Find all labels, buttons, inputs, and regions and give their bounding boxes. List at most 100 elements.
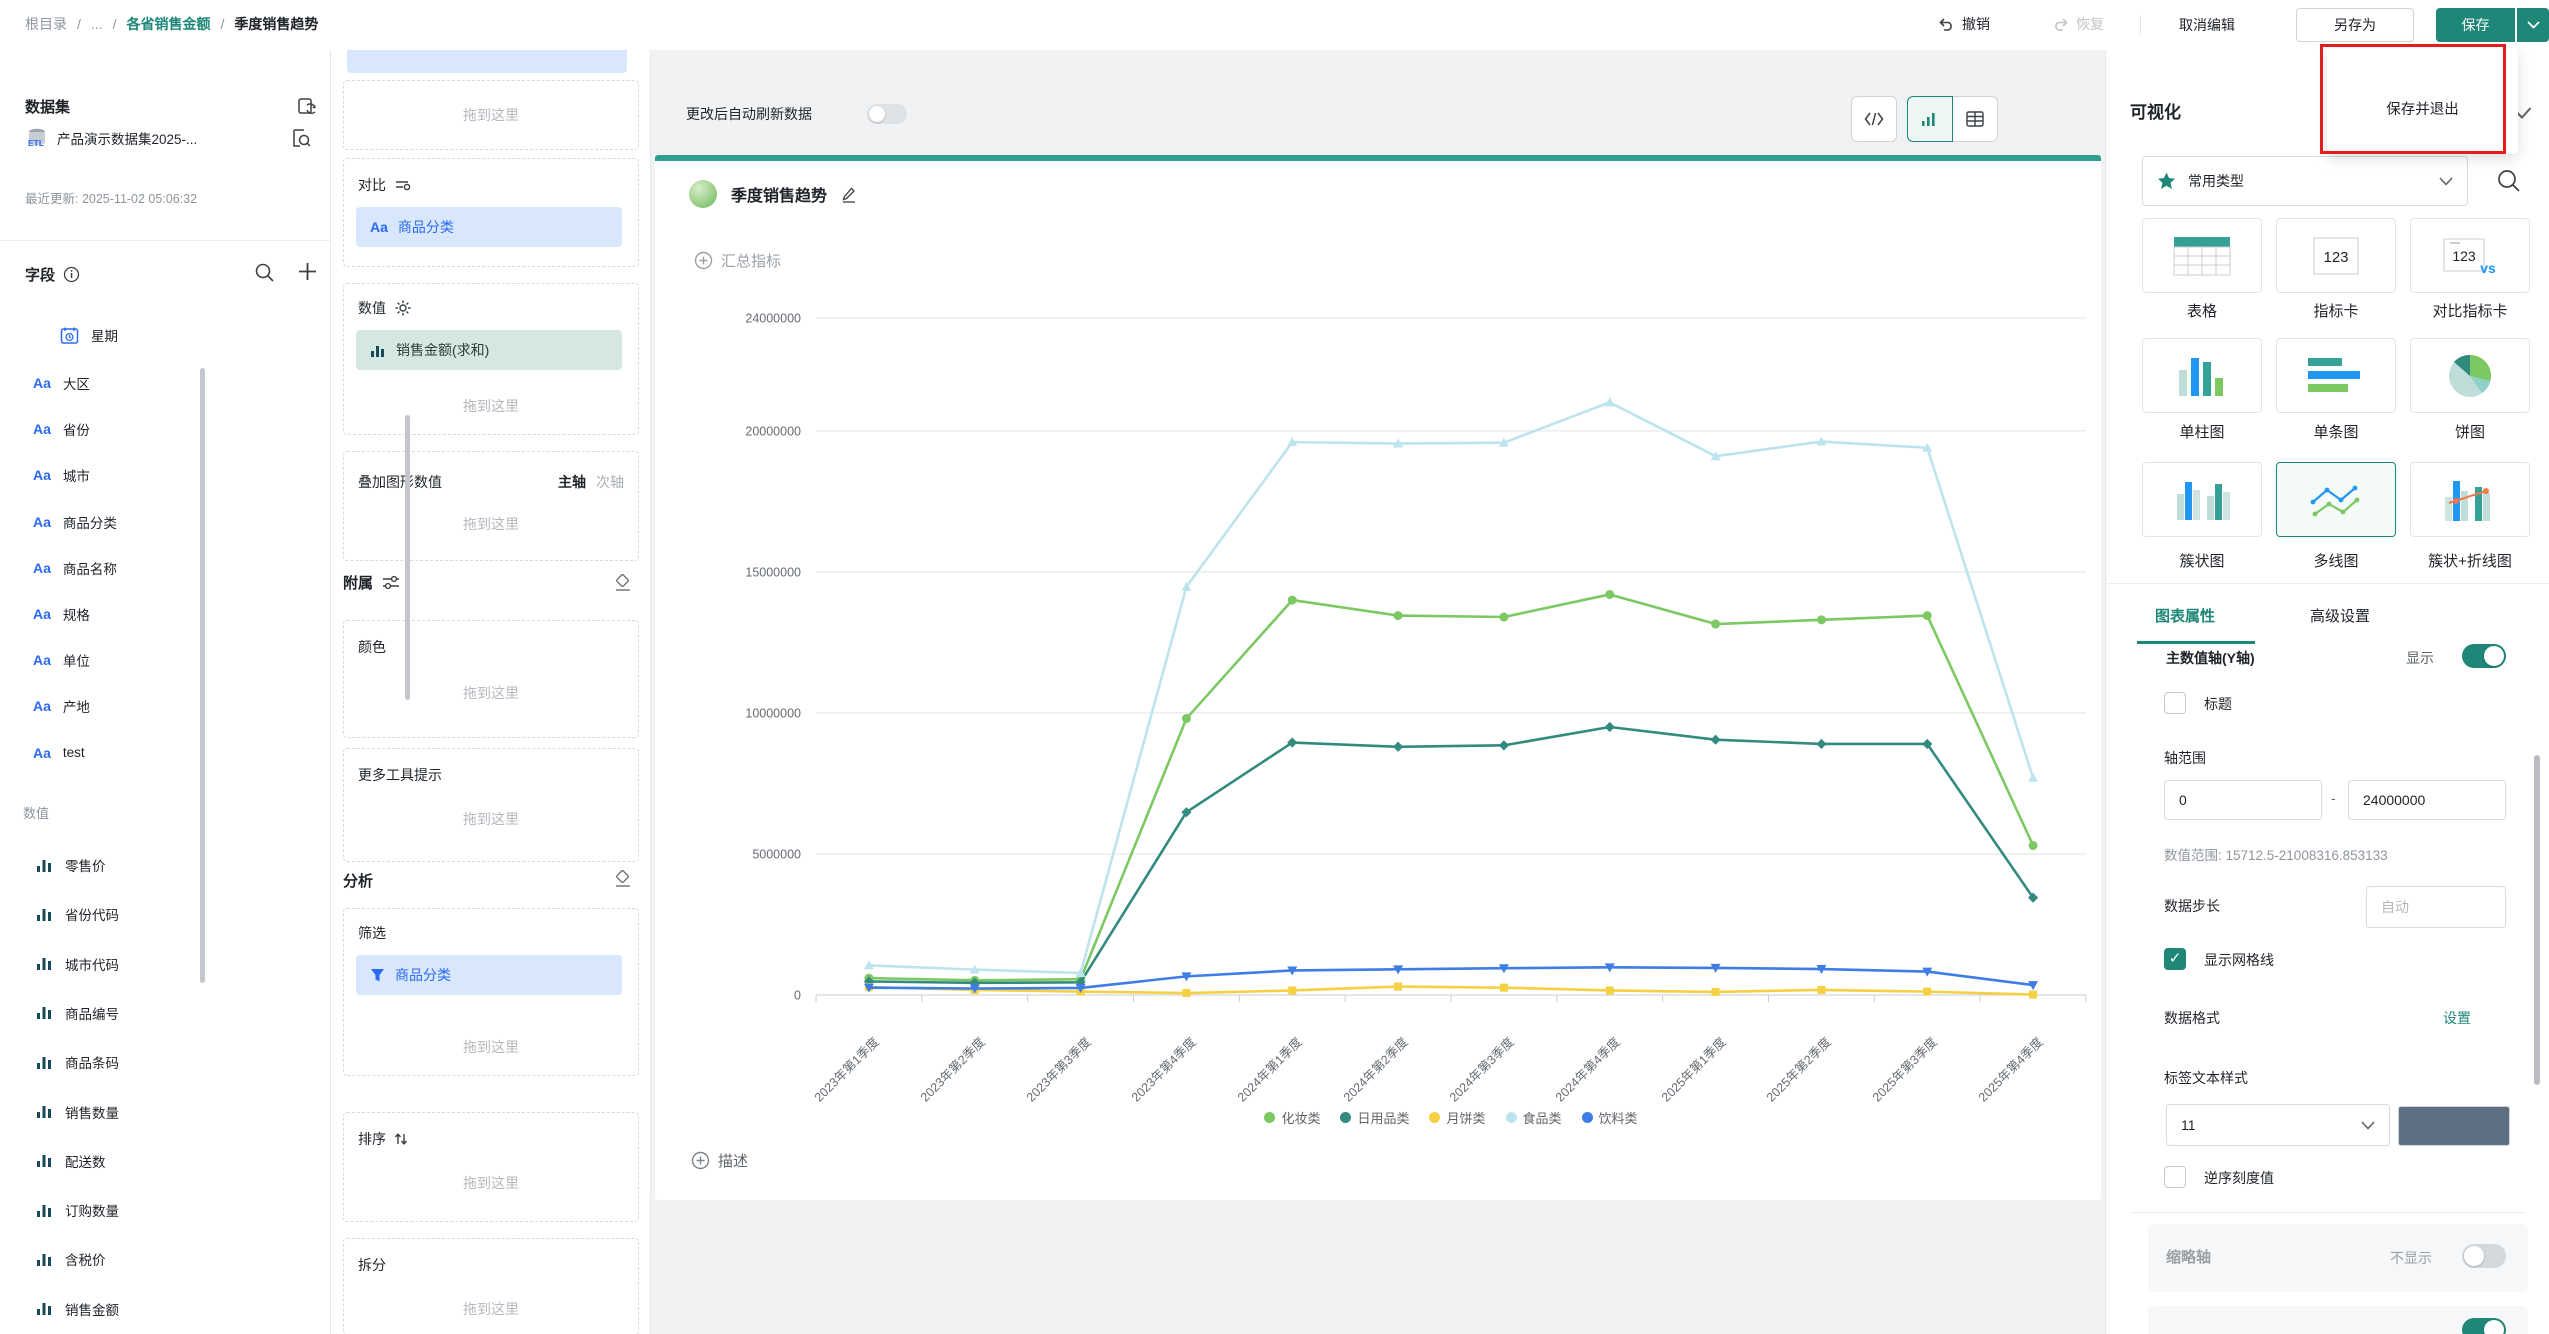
field-item[interactable]: Aa 省份 (33, 421, 90, 439)
line-chart[interactable]: 0 5000000 10000000 15000000 20000000 24000000 (651, 268, 2101, 1068)
chart-view-button[interactable] (1907, 96, 1953, 142)
chart-type-table[interactable] (2142, 218, 2262, 293)
summary-metric-toggle[interactable]: 汇总指标 (694, 250, 781, 271)
compare-settings-icon[interactable] (394, 177, 412, 193)
tab-chart-properties[interactable]: 图表属性 (2155, 608, 2216, 625)
legend-item[interactable]: 日用品类 (1340, 1108, 1409, 1127)
legend-item[interactable]: 饮料类 (1581, 1108, 1638, 1127)
redo-button[interactable]: 恢复 (2052, 14, 2104, 34)
breadcrumb: 根目录 / ... / 各省销售金额 / 季度销售趋势 (25, 16, 319, 32)
chart-type-bar-line[interactable] (2410, 462, 2530, 537)
sort-section[interactable]: 排序 拖到这里 (343, 1112, 639, 1222)
measure-item[interactable]: 商品编号 (36, 1000, 119, 1026)
breadcrumb-ellipsis[interactable]: ... (90, 16, 103, 32)
breadcrumb-root[interactable]: 根目录 (25, 16, 67, 32)
category-drop-zone[interactable]: 拖到这里 (343, 80, 639, 150)
switch-dataset-icon[interactable] (296, 96, 318, 118)
search-fields-icon[interactable] (254, 262, 275, 283)
axis-title-checkbox[interactable] (2164, 692, 2186, 714)
save-as-button[interactable]: 另存为 (2296, 8, 2414, 42)
mini-axis-toggle[interactable] (2462, 1244, 2506, 1268)
legend-item[interactable]: 食品类 (1505, 1108, 1562, 1127)
measure-item[interactable]: 配送数 (36, 1148, 106, 1174)
chart-type-number[interactable]: 123 (2276, 218, 2396, 293)
data-step-input[interactable]: 自动 (2366, 886, 2506, 928)
chart-type-hbar[interactable] (2276, 338, 2396, 413)
config-scrollbar[interactable] (405, 415, 410, 700)
field-item[interactable]: 星期 (60, 322, 118, 348)
color-drop-zone[interactable]: 颜色 拖到这里 (343, 620, 639, 738)
y-axis-show-toggle[interactable] (2462, 644, 2506, 668)
measure-item[interactable]: 城市代码 (36, 951, 119, 977)
description-toggle[interactable]: 描述 (691, 1150, 748, 1171)
measure-item[interactable]: 销售金额 (36, 1296, 119, 1322)
field-item[interactable]: Aa 单位 (33, 652, 90, 670)
undo-button[interactable]: 撤销 (1938, 14, 1990, 34)
clear-auxiliary-icon[interactable] (612, 572, 634, 594)
code-view-button[interactable] (1851, 96, 1897, 142)
table-view-button[interactable] (1952, 96, 1998, 142)
auto-refresh-toggle[interactable] (867, 104, 907, 124)
field-item[interactable]: Aa 产地 (33, 698, 90, 716)
measure-item[interactable]: 订购数量 (36, 1197, 119, 1223)
save-dropdown-button[interactable] (2517, 8, 2549, 42)
filter-section[interactable]: 筛选 商品分类 拖到这里 (343, 908, 639, 1076)
chart-type-pie[interactable] (2410, 338, 2530, 413)
chart-type-select[interactable]: 常用类型 (2142, 156, 2468, 206)
chart-type-bar-group[interactable] (2142, 462, 2262, 537)
search-type-icon[interactable] (2496, 168, 2521, 193)
chart-type-number-vs[interactable]: 123 vs (2410, 218, 2530, 293)
tooltip-drop-zone[interactable]: 更多工具提示 拖到这里 (343, 748, 639, 862)
chart-type-multi-line[interactable] (2276, 462, 2396, 537)
save-button[interactable]: 保存 (2436, 8, 2515, 42)
edit-title-icon[interactable] (841, 186, 857, 203)
save-and-exit-item[interactable]: 保存并退出 (2386, 102, 2459, 118)
show-grid-checkbox[interactable]: ✓ (2164, 948, 2186, 970)
partial-toggle[interactable] (2462, 1318, 2506, 1334)
fields-scrollbar[interactable] (200, 368, 205, 983)
range-max-input[interactable]: 24000000 (2348, 780, 2506, 820)
value-field-chip[interactable]: 销售金额(求和) (356, 330, 622, 370)
breadcrumb-folder[interactable]: 各省销售金额 (126, 16, 211, 32)
text-field-icon: Aa (33, 375, 51, 391)
field-item[interactable]: Aa test (33, 744, 85, 761)
clear-analysis-icon[interactable] (612, 868, 634, 890)
compare-section[interactable]: 对比 Aa 商品分类 (343, 158, 639, 267)
measure-item[interactable]: 销售数量 (36, 1099, 119, 1125)
gear-icon[interactable] (394, 299, 412, 317)
data-format-settings-link[interactable]: 设置 (2443, 1010, 2471, 1026)
preview-dataset-icon[interactable] (290, 127, 312, 149)
cancel-edit-button[interactable]: 取消编辑 (2179, 17, 2235, 33)
field-item[interactable]: Aa 规格 (33, 606, 90, 623)
auxiliary-title: 附属 (343, 575, 374, 592)
secondary-axis-tab[interactable]: 次轴 (596, 474, 624, 490)
chevron-down-icon (2439, 176, 2453, 186)
measure-item[interactable]: 零售价 (36, 852, 106, 878)
reverse-axis-checkbox[interactable] (2164, 1166, 2186, 1188)
tab-advanced-settings[interactable]: 高级设置 (2310, 608, 2371, 625)
legend-item[interactable]: 化妆类 (1264, 1108, 1320, 1127)
field-item[interactable]: Aa 城市 (33, 467, 90, 485)
split-section[interactable]: 拆分 拖到这里 (343, 1238, 639, 1334)
legend-item[interactable]: 月饼类 (1429, 1108, 1486, 1127)
overlay-section[interactable]: 叠加图形数值 主轴 次轴 拖到这里 (343, 451, 639, 561)
primary-axis-tab[interactable]: 主轴 (558, 474, 586, 490)
chart-legend[interactable]: 化妆类 日用品类 月饼类 食品类 饮料类 (816, 1108, 2086, 1127)
chart-type-bar[interactable] (2142, 338, 2262, 413)
compare-field-chip[interactable]: Aa 商品分类 (356, 207, 622, 247)
field-item[interactable]: Aa 大区 (33, 375, 90, 392)
range-min-input[interactable]: 0 (2164, 780, 2322, 820)
measure-item[interactable]: 含税价 (36, 1246, 106, 1272)
dataset-item[interactable]: ETL 产品演示数据集2025-... (25, 126, 197, 150)
value-section[interactable]: 数值 销售金额(求和) 拖到这里 (343, 283, 639, 435)
measure-item[interactable]: 省份代码 (36, 901, 119, 927)
label-color-swatch[interactable] (2398, 1106, 2510, 1146)
filter-field-chip[interactable]: 商品分类 (356, 955, 622, 995)
measure-item[interactable]: 商品条码 (36, 1049, 119, 1075)
field-item[interactable]: Aa 商品名称 (33, 559, 117, 577)
add-field-icon[interactable] (296, 260, 319, 283)
field-item[interactable]: Aa 商品分类 (33, 513, 117, 531)
font-size-select[interactable]: 11 (2166, 1104, 2390, 1146)
viz-scrollbar[interactable] (2534, 755, 2540, 1085)
category-chip-partial[interactable] (347, 50, 627, 73)
